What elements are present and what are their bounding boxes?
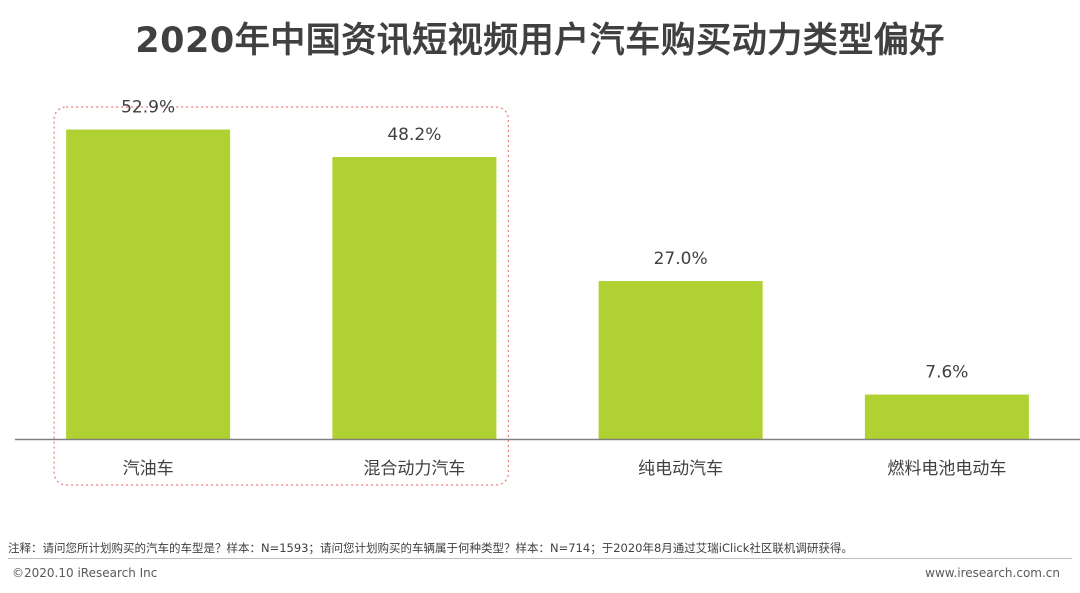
bar-4 xyxy=(864,394,1029,439)
chart-title: 2020年中国资讯短视频用户汽车购买动力类型偏好 xyxy=(135,21,945,61)
category-label-3: 纯电动汽车 xyxy=(638,459,723,479)
value-label-1: 52.9% xyxy=(121,98,175,118)
footnote: 注释：请问您所计划购买的汽车的车型是？样本：N=1593；请问您计划购买的车辆属… xyxy=(8,541,853,555)
value-label-4: 7.6% xyxy=(925,363,968,383)
value-label-2: 48.2% xyxy=(387,125,441,145)
category-label-4: 燃料电池电动车 xyxy=(887,459,1006,479)
footer-divider xyxy=(8,558,1072,559)
copyright-text: ©2020.10 iResearch Inc xyxy=(12,566,158,580)
category-label-2: 混合动力汽车 xyxy=(363,459,465,479)
bar-1 xyxy=(66,129,231,439)
bar-3 xyxy=(598,281,763,439)
website-text: www.iresearch.com.cn xyxy=(925,566,1060,580)
category-label-1: 汽油车 xyxy=(123,459,174,479)
bar-2 xyxy=(332,157,497,439)
highlight-box xyxy=(53,106,509,486)
bar-chart: 52.9% 汽油车 48.2% 混合动力汽车 27.0% 纯电动汽车 7.6% 燃料电池电动车 xyxy=(15,98,1080,486)
value-label-3: 27.0% xyxy=(654,249,708,269)
